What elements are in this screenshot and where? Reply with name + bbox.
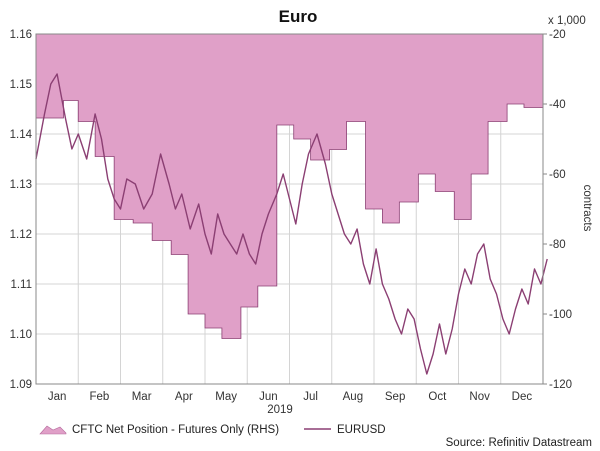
right-axis-ticks: -20 -40 -60 -80 -100 -120 — [543, 29, 572, 391]
legend-entry-eurusd: EURUSD — [337, 424, 386, 436]
right-axis-label: contracts — [581, 185, 593, 232]
eurusd-line-layer — [35, 73, 548, 375]
left-tick-label-5: 1.14 — [10, 129, 33, 141]
right-axis-multiplier: x 1,000 — [548, 15, 586, 27]
cftc-net-position-area — [35, 33, 544, 339]
x-axis-year-label: 2019 — [267, 404, 293, 416]
legend-entry-cftc: CFTC Net Position - Futures Only (RHS) — [72, 424, 279, 436]
right-tick-label-1: -40 — [549, 99, 566, 111]
month-label-jan: Jan — [48, 391, 67, 403]
eurusd-line — [35, 73, 548, 375]
right-tick-label-3: -80 — [549, 239, 566, 251]
left-tick-label-7: 1.16 — [10, 29, 32, 41]
legend: CFTC Net Position - Futures Only (RHS) E… — [39, 424, 386, 436]
month-label-sep: Sep — [385, 391, 405, 403]
month-label-apr: Apr — [175, 391, 193, 403]
left-tick-label-2: 1.11 — [10, 279, 32, 291]
month-label-dec: Dec — [512, 391, 533, 403]
month-label-jul: Jul — [303, 391, 318, 403]
month-label-aug: Aug — [343, 391, 363, 403]
right-tick-label-4: -100 — [549, 309, 572, 321]
legend-swatch-area — [39, 425, 67, 435]
cftc-area-layer — [35, 33, 544, 339]
left-tick-label-0: 1.09 — [10, 379, 32, 391]
source-note: Source: Refinitiv Datastream — [446, 437, 592, 449]
left-tick-label-6: 1.15 — [10, 79, 32, 91]
month-label-feb: Feb — [89, 391, 109, 403]
left-tick-label-4: 1.13 — [10, 179, 32, 191]
month-label-may: May — [215, 391, 237, 403]
left-axis-ticks: 1.09 1.10 1.11 1.12 1.13 1.14 1.15 1.16 — [10, 29, 33, 391]
left-tick-label-1: 1.10 — [10, 329, 32, 341]
right-tick-label-5: -120 — [549, 379, 572, 391]
right-tick-label-2: -60 — [549, 169, 566, 181]
x-axis-month-ticks: Jan Feb Mar Apr May Jun Jul Aug Sep Oct Nov Dec — [48, 391, 532, 403]
plot-frame — [35, 33, 544, 385]
month-label-mar: Mar — [132, 391, 152, 403]
chart-title: Euro — [279, 7, 318, 26]
right-tick-label-0: -20 — [549, 29, 566, 41]
month-label-nov: Nov — [469, 391, 490, 403]
month-label-oct: Oct — [428, 391, 447, 403]
month-label-jun: Jun — [259, 391, 278, 403]
left-tick-label-3: 1.12 — [10, 229, 32, 241]
